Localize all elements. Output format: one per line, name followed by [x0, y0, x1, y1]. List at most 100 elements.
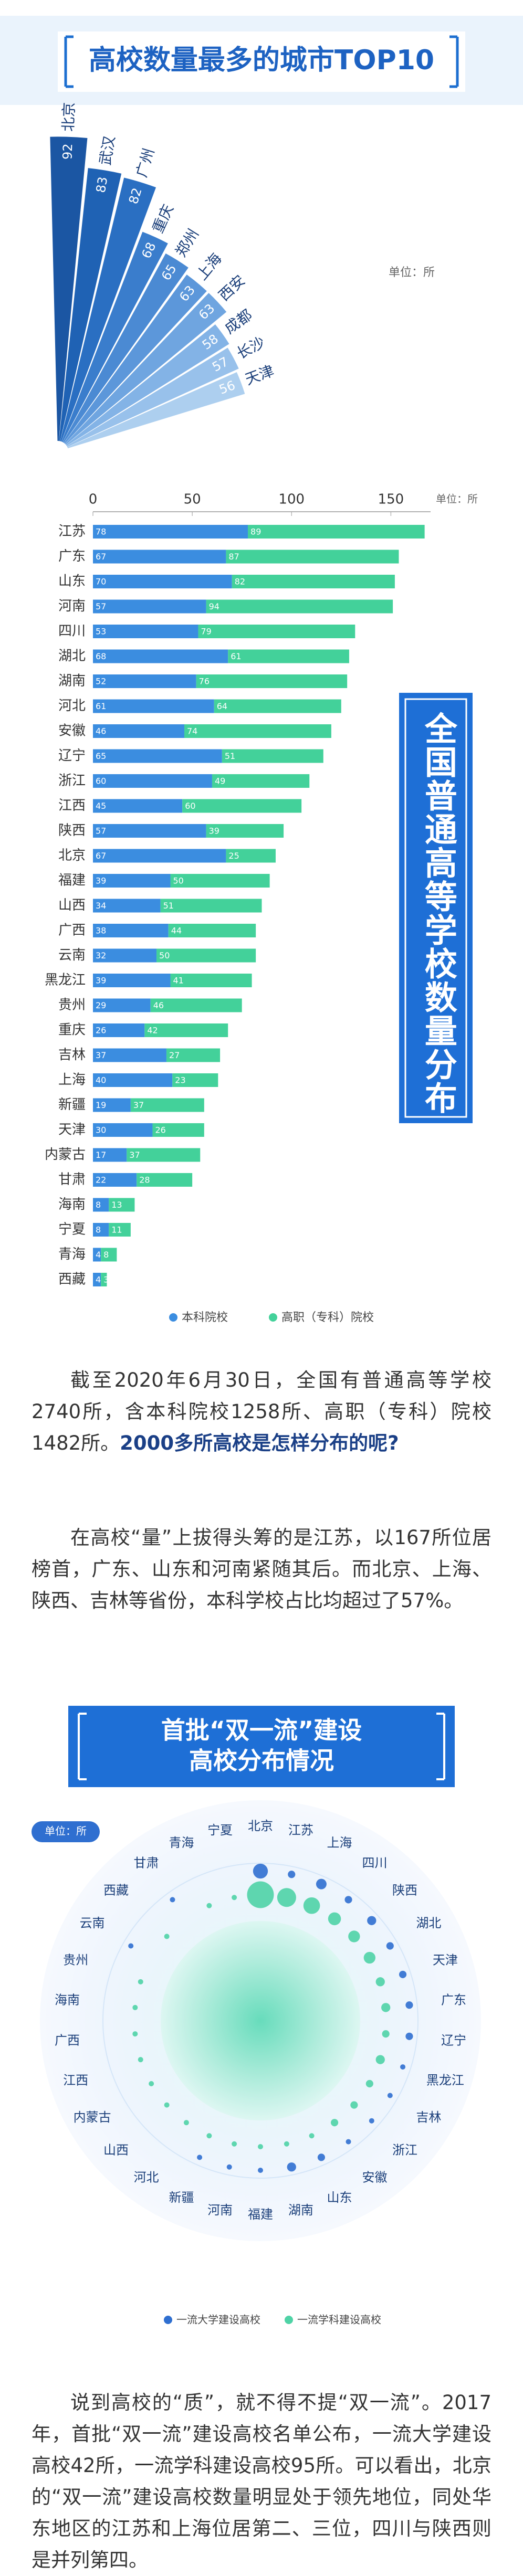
bar-segment: [206, 824, 284, 838]
value-label: 67: [96, 851, 106, 861]
bar-segment: [130, 1098, 204, 1112]
bar-segment: [101, 1273, 107, 1286]
category-label: 重庆: [149, 202, 177, 236]
dot: [350, 2101, 358, 2109]
y-tick-label: 青海: [58, 1247, 86, 1262]
category-label: 内蒙古: [74, 2110, 111, 2125]
dot: [288, 1871, 296, 1878]
value-label: 41: [173, 976, 184, 986]
value-label: 92: [60, 143, 75, 160]
side-title: 全国普通高等学校数量分布: [419, 712, 458, 1115]
fan-bar: [50, 136, 88, 441]
category-label: 天津: [243, 362, 276, 388]
paragraph-bold: 2000多所高校是怎样分布的呢?: [120, 1432, 399, 1454]
dot: [348, 1930, 360, 1942]
bar-segment: [196, 674, 348, 688]
y-tick-label: 内蒙古: [45, 1147, 86, 1163]
paragraph-text: 说到高校的“质”，就不得不提“双一流”。2017年，首批“双一流”建设高校名单公…: [32, 2391, 491, 2571]
bar-segment: [93, 674, 196, 688]
legend-label: 本科院校: [182, 1311, 228, 1324]
category-label: 江苏: [288, 1823, 313, 1838]
chart-title: 高校分布情况: [189, 1747, 334, 1775]
dot: [405, 2001, 413, 2009]
bar-segment: [93, 649, 228, 663]
side-banner-border: [404, 698, 467, 1118]
paragraph: 在高校“量”上拔得头筹的是江苏，以167所位居榜首，广东、山东和河南紧随其后。而…: [32, 1522, 491, 1617]
value-label: 27: [169, 1050, 180, 1060]
dot: [367, 1916, 376, 1925]
bar-segment: [226, 849, 276, 863]
bar-segment: [166, 1048, 221, 1062]
value-label: 40: [96, 1075, 106, 1085]
y-tick-label: 新疆: [58, 1097, 86, 1113]
bar-segment: [93, 998, 151, 1012]
bar-segment: [93, 849, 226, 863]
value-label: 26: [96, 1026, 106, 1036]
dot: [232, 1895, 237, 1901]
fan-bar: [67, 372, 245, 449]
y-tick-label: 甘肃: [58, 1172, 86, 1188]
dot: [381, 2003, 391, 2012]
legend-label: 一流学科建设高校: [297, 2314, 381, 2326]
fan-bar: [59, 168, 122, 441]
dot: [309, 2133, 315, 2139]
value-label: 83: [93, 176, 111, 194]
dot: [277, 1888, 296, 1907]
dot: [369, 2118, 374, 2124]
bar-segment: [228, 649, 349, 663]
bar-segment: [93, 1098, 131, 1112]
dot: [258, 2168, 263, 2173]
category-label: 青海: [169, 1835, 194, 1850]
bar-segment: [248, 525, 425, 539]
dot: [346, 2139, 351, 2145]
value-label: 44: [171, 926, 182, 936]
bar-segment: [93, 924, 169, 937]
legend-marker: [269, 1313, 277, 1322]
category-label: 武汉: [97, 134, 119, 166]
value-label: 29: [96, 1000, 106, 1010]
y-tick-label: 天津: [58, 1122, 86, 1138]
y-tick-label: 江西: [58, 798, 86, 814]
bar-segment: [93, 824, 206, 838]
value-label: 50: [173, 876, 184, 886]
bar-segment: [168, 924, 256, 937]
dot: [247, 1881, 274, 1908]
bar-segment: [93, 1148, 127, 1162]
dot: [258, 2144, 263, 2149]
bar-segment: [212, 774, 310, 788]
value-label: 3: [103, 1275, 109, 1285]
dot: [330, 2119, 339, 2127]
category-label: 云南: [80, 1916, 105, 1930]
category-label: 贵州: [63, 1953, 88, 1968]
y-tick-label: 山西: [58, 898, 86, 913]
fan-bar: [60, 177, 156, 442]
unit-label: 单位：所: [436, 493, 478, 505]
dot: [382, 2030, 390, 2038]
dot: [386, 1942, 394, 1950]
category-label: 江西: [63, 2073, 88, 2087]
value-label: 37: [133, 1100, 144, 1110]
bar-segment: [214, 699, 341, 713]
value-label: 22: [96, 1175, 106, 1185]
value-label: 11: [111, 1225, 122, 1235]
dot: [363, 1951, 376, 1964]
bar-segment: [93, 1223, 109, 1237]
category-label: 西藏: [103, 1883, 129, 1897]
y-tick-label: 重庆: [58, 1022, 86, 1038]
category-label: 宁夏: [207, 1823, 233, 1838]
bar-segment: [93, 625, 198, 638]
category-label: 浙江: [392, 2143, 417, 2158]
value-label: 38: [96, 926, 106, 936]
bar-segment: [150, 998, 242, 1012]
value-label: 76: [199, 677, 210, 687]
bar-segment: [222, 749, 323, 763]
bar-segment: [93, 550, 226, 564]
bar-segment: [170, 874, 270, 888]
dot: [138, 2057, 143, 2063]
unit-pill: [32, 1821, 100, 1842]
bar-segment: [137, 1173, 193, 1187]
y-tick-label: 上海: [58, 1072, 86, 1088]
bar-segment: [93, 699, 214, 713]
y-tick-label: 四川: [58, 624, 86, 639]
dot: [399, 1970, 407, 1979]
